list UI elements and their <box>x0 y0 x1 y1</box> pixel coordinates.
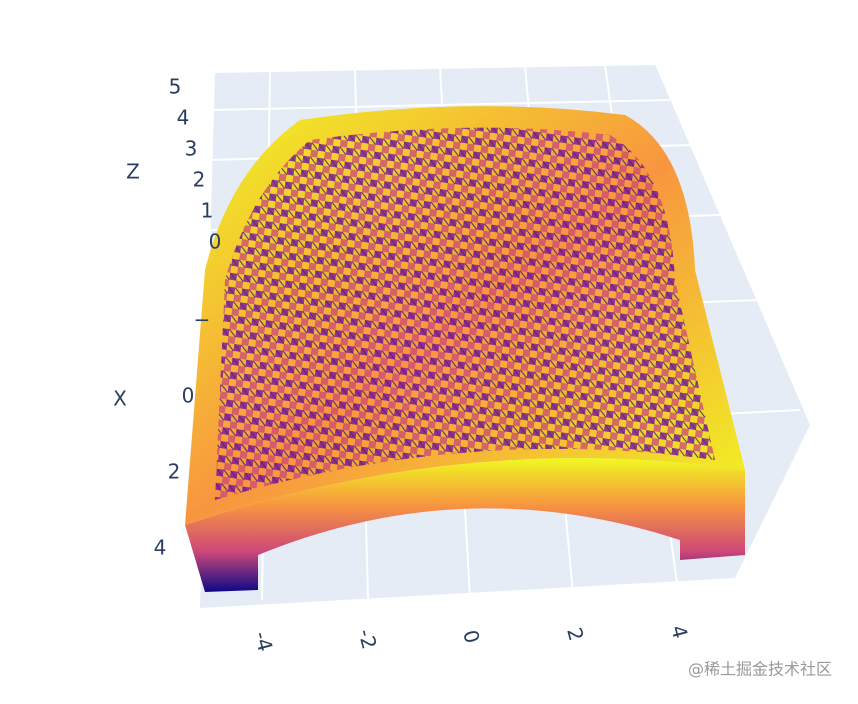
z-axis-title: Z <box>126 160 140 184</box>
tick-label: 4 <box>154 536 167 560</box>
tick-label: 5 <box>169 75 182 99</box>
tick-label: 2 <box>168 460 181 484</box>
tick-label: 2 <box>562 625 588 644</box>
tick-label: − <box>194 308 211 332</box>
surface-pattern <box>215 127 715 500</box>
tick-label: 0 <box>182 384 195 408</box>
tick-label: -2 <box>353 626 381 651</box>
tick-label: 3 <box>185 137 198 161</box>
tick-label: 0 <box>209 230 222 254</box>
tick-label: -4 <box>249 629 277 654</box>
tick-label: 2 <box>193 168 206 192</box>
watermark: @稀土掘金技术社区 <box>688 660 832 679</box>
tick-label: 1 <box>201 199 214 223</box>
x-axis-title: X <box>113 387 127 411</box>
surface-cap <box>185 458 745 592</box>
tick-label: 0 <box>458 627 484 646</box>
tick-label: 4 <box>177 106 190 130</box>
tick-label: 4 <box>666 623 692 642</box>
